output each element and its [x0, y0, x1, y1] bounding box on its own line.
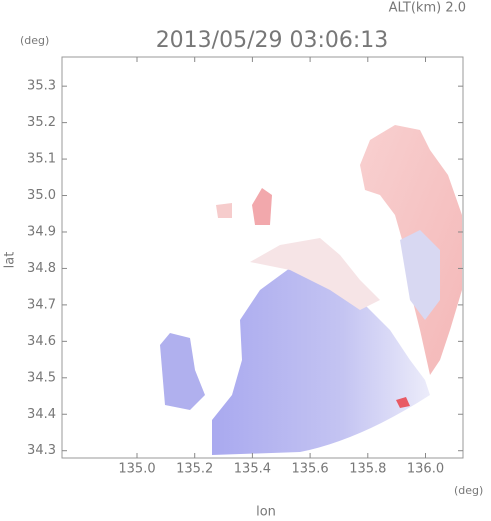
y-tick-label: 34.8	[27, 261, 56, 276]
x-unit: (deg)	[454, 484, 483, 497]
y-tick-label: 34.7	[27, 297, 56, 312]
x-tick-label: 135.2	[176, 462, 213, 477]
y-tick-label: 34.5	[27, 370, 56, 385]
y-tick-label: 34.6	[27, 334, 56, 349]
y-tick-label: 34.9	[27, 224, 56, 239]
x-tick-label: 135.4	[234, 462, 271, 477]
plot-frame	[61, 56, 464, 459]
y-tick-label: 34.3	[27, 443, 56, 458]
y-tick-label: 34.4	[27, 407, 56, 422]
y-tick-label: 35.3	[27, 79, 56, 94]
subtitle: ALT(km) 2.0	[389, 1, 466, 16]
y-unit: (deg)	[20, 34, 49, 47]
velocity-field	[160, 125, 462, 455]
y-tick-label: 35.2	[27, 115, 56, 130]
x-tick-label: 135.8	[349, 462, 386, 477]
y-axis-label: lat	[3, 252, 18, 269]
x-tick-label: 135.0	[118, 462, 155, 477]
chart-title: 2013/05/29 03:06:13	[156, 28, 389, 53]
y-tick-label: 35.1	[27, 152, 56, 167]
y-tick-label: 35.0	[27, 188, 56, 203]
x-axis-label: lon	[256, 505, 276, 520]
x-tick-label: 136.0	[407, 462, 444, 477]
x-tick-label: 135.6	[291, 462, 328, 477]
